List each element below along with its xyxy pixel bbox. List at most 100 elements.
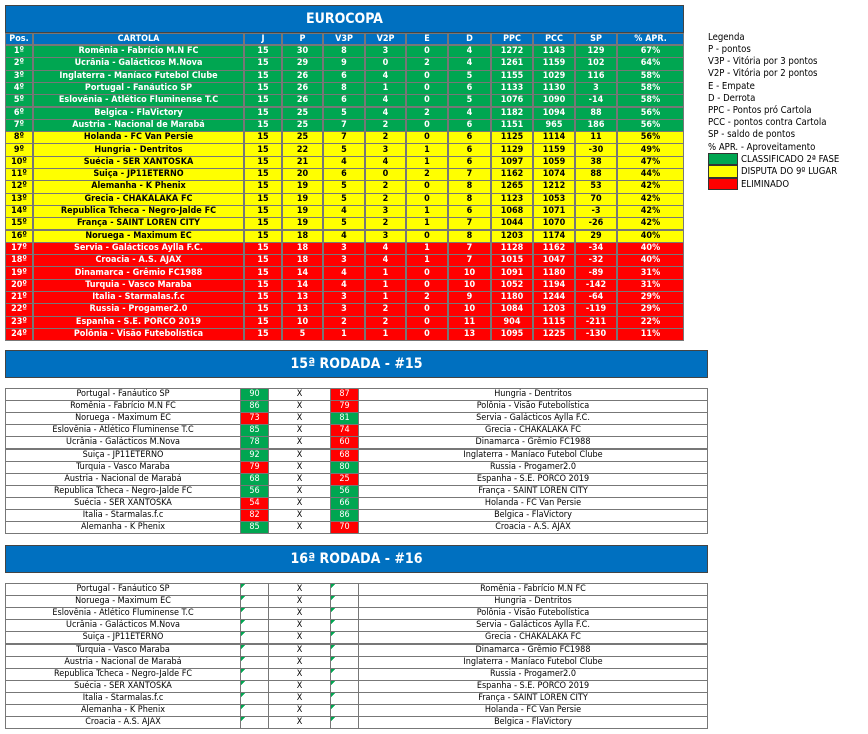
- standings-cell: 6: [448, 118, 491, 133]
- standings-cell: -142: [575, 278, 617, 292]
- legend-swatch: [708, 153, 738, 166]
- standings-cell: 13º: [5, 192, 33, 206]
- standings-cell: 9: [323, 57, 365, 71]
- standings-cell: 1194: [533, 278, 575, 292]
- standings-cell: 1076: [491, 94, 533, 108]
- standings-cell: 2: [365, 118, 406, 133]
- standings-cell: Inglaterra - Maníaco Futebol Clube: [33, 69, 244, 83]
- standings-cell: -119: [575, 303, 617, 317]
- header-cell: V3P: [323, 33, 365, 45]
- standings-cell: 1125: [491, 131, 533, 145]
- legend-item: % APR. - Aproveitamento: [708, 141, 816, 153]
- standings-cell: -211: [575, 315, 617, 329]
- standings-cell: Portugal - Fanáutico SP: [33, 81, 244, 96]
- header-cell: Pos.: [5, 33, 33, 45]
- standings-cell: 7: [448, 217, 491, 231]
- home-score: [240, 716, 269, 730]
- away-team: Belgica - FlaVictory: [358, 716, 708, 730]
- standings-cell: 56%: [617, 118, 684, 133]
- standings-cell: 11: [448, 315, 491, 329]
- standings-cell: 0: [406, 327, 448, 342]
- standings-cell: 1: [365, 81, 406, 96]
- standings-cell: 0: [406, 192, 448, 206]
- standings-cell: Eslovênia - Atlético Fluminense T.C: [33, 94, 244, 108]
- away-score: 70: [330, 521, 359, 535]
- standings-cell: 19: [282, 192, 323, 206]
- standings-cell: 4: [448, 57, 491, 71]
- standings-cell: 1130: [533, 81, 575, 96]
- standings-cell: 29%: [617, 291, 684, 305]
- standings-cell: 11: [575, 131, 617, 145]
- standings-cell: 7: [323, 131, 365, 145]
- standings-cell: 4: [365, 94, 406, 108]
- standings-cell: Servia - Galácticos Aylla F.C.: [33, 241, 244, 256]
- standings-cell: 7: [448, 254, 491, 268]
- header-cell: J: [244, 33, 282, 45]
- standings-cell: 15: [244, 229, 282, 243]
- standings-cell: 1265: [491, 180, 533, 194]
- standings-cell: 1225: [533, 327, 575, 342]
- standings-cell: Espanha - S.E. PORCO 2019: [33, 315, 244, 329]
- standings-cell: Suécia - SER XANTOSKA: [33, 155, 244, 169]
- standings-cell: 4: [365, 241, 406, 256]
- standings-cell: 15: [244, 291, 282, 305]
- standings-cell: 15: [244, 106, 282, 120]
- standings-cell: 8: [323, 81, 365, 96]
- standings-cell: -32: [575, 254, 617, 268]
- standings-cell: 2: [365, 303, 406, 317]
- standings-cell: 42%: [617, 192, 684, 206]
- standings-cell: 56%: [617, 106, 684, 120]
- standings-cell: 26: [282, 81, 323, 96]
- standings-cell: 21: [282, 155, 323, 169]
- standings-cell: 15: [244, 118, 282, 133]
- standings-cell: 42%: [617, 217, 684, 231]
- header-cell: PCC: [533, 33, 575, 45]
- standings-cell: 0: [365, 168, 406, 182]
- standings-cell: 6: [323, 69, 365, 83]
- standings-cell: 904: [491, 315, 533, 329]
- standings-cell: 15: [244, 303, 282, 317]
- standings-cell: 1159: [533, 57, 575, 71]
- standings-cell: 22: [282, 143, 323, 157]
- round-title: 15ª RODADA - #15: [5, 350, 708, 378]
- standings-cell: 1155: [491, 69, 533, 83]
- standings-cell: 1053: [533, 192, 575, 206]
- standings-cell: 13: [448, 327, 491, 342]
- standings-cell: 4: [323, 204, 365, 219]
- standings-cell: 15: [244, 155, 282, 169]
- standings-cell: 12º: [5, 180, 33, 194]
- standings-cell: 3: [365, 143, 406, 157]
- legend-item: PCC - pontos contra Cartola: [708, 117, 827, 129]
- standings-cell: 6º: [5, 106, 33, 120]
- separator: X: [268, 716, 331, 730]
- standings-cell: 1244: [533, 291, 575, 305]
- standings-cell: 9: [448, 291, 491, 305]
- standings-cell: 0: [365, 57, 406, 71]
- separator: X: [268, 521, 331, 535]
- standings-cell: 8: [448, 192, 491, 206]
- standings-cell: 19º: [5, 266, 33, 280]
- standings-cell: 6: [448, 143, 491, 157]
- standings-cell: 29: [282, 57, 323, 71]
- header-cell: % APR.: [617, 33, 684, 45]
- standings-cell: -130: [575, 327, 617, 342]
- standings-cell: 1159: [533, 143, 575, 157]
- standings-cell: 1: [406, 155, 448, 169]
- standings-cell: 15: [244, 278, 282, 292]
- standings-cell: 10: [448, 266, 491, 280]
- standings-cell: 4: [323, 229, 365, 243]
- standings-cell: Turquia - Vasco Maraba: [33, 278, 244, 292]
- legend-item: V2P - Vitória por 2 pontos: [708, 68, 818, 80]
- standings-cell: 2: [406, 291, 448, 305]
- legend-swatch: [708, 177, 738, 191]
- standings-cell: 1180: [533, 266, 575, 280]
- standings-cell: 14º: [5, 204, 33, 219]
- header-cell: PPC: [491, 33, 533, 45]
- standings-cell: 26: [282, 69, 323, 83]
- standings-cell: 15: [244, 81, 282, 96]
- standings-cell: 2: [365, 217, 406, 231]
- home-team: Croacia - A.S. AJAX: [5, 716, 241, 730]
- standings-cell: 1: [406, 204, 448, 219]
- standings-title: EUROCOPA: [5, 5, 684, 33]
- standings-cell: 44%: [617, 168, 684, 182]
